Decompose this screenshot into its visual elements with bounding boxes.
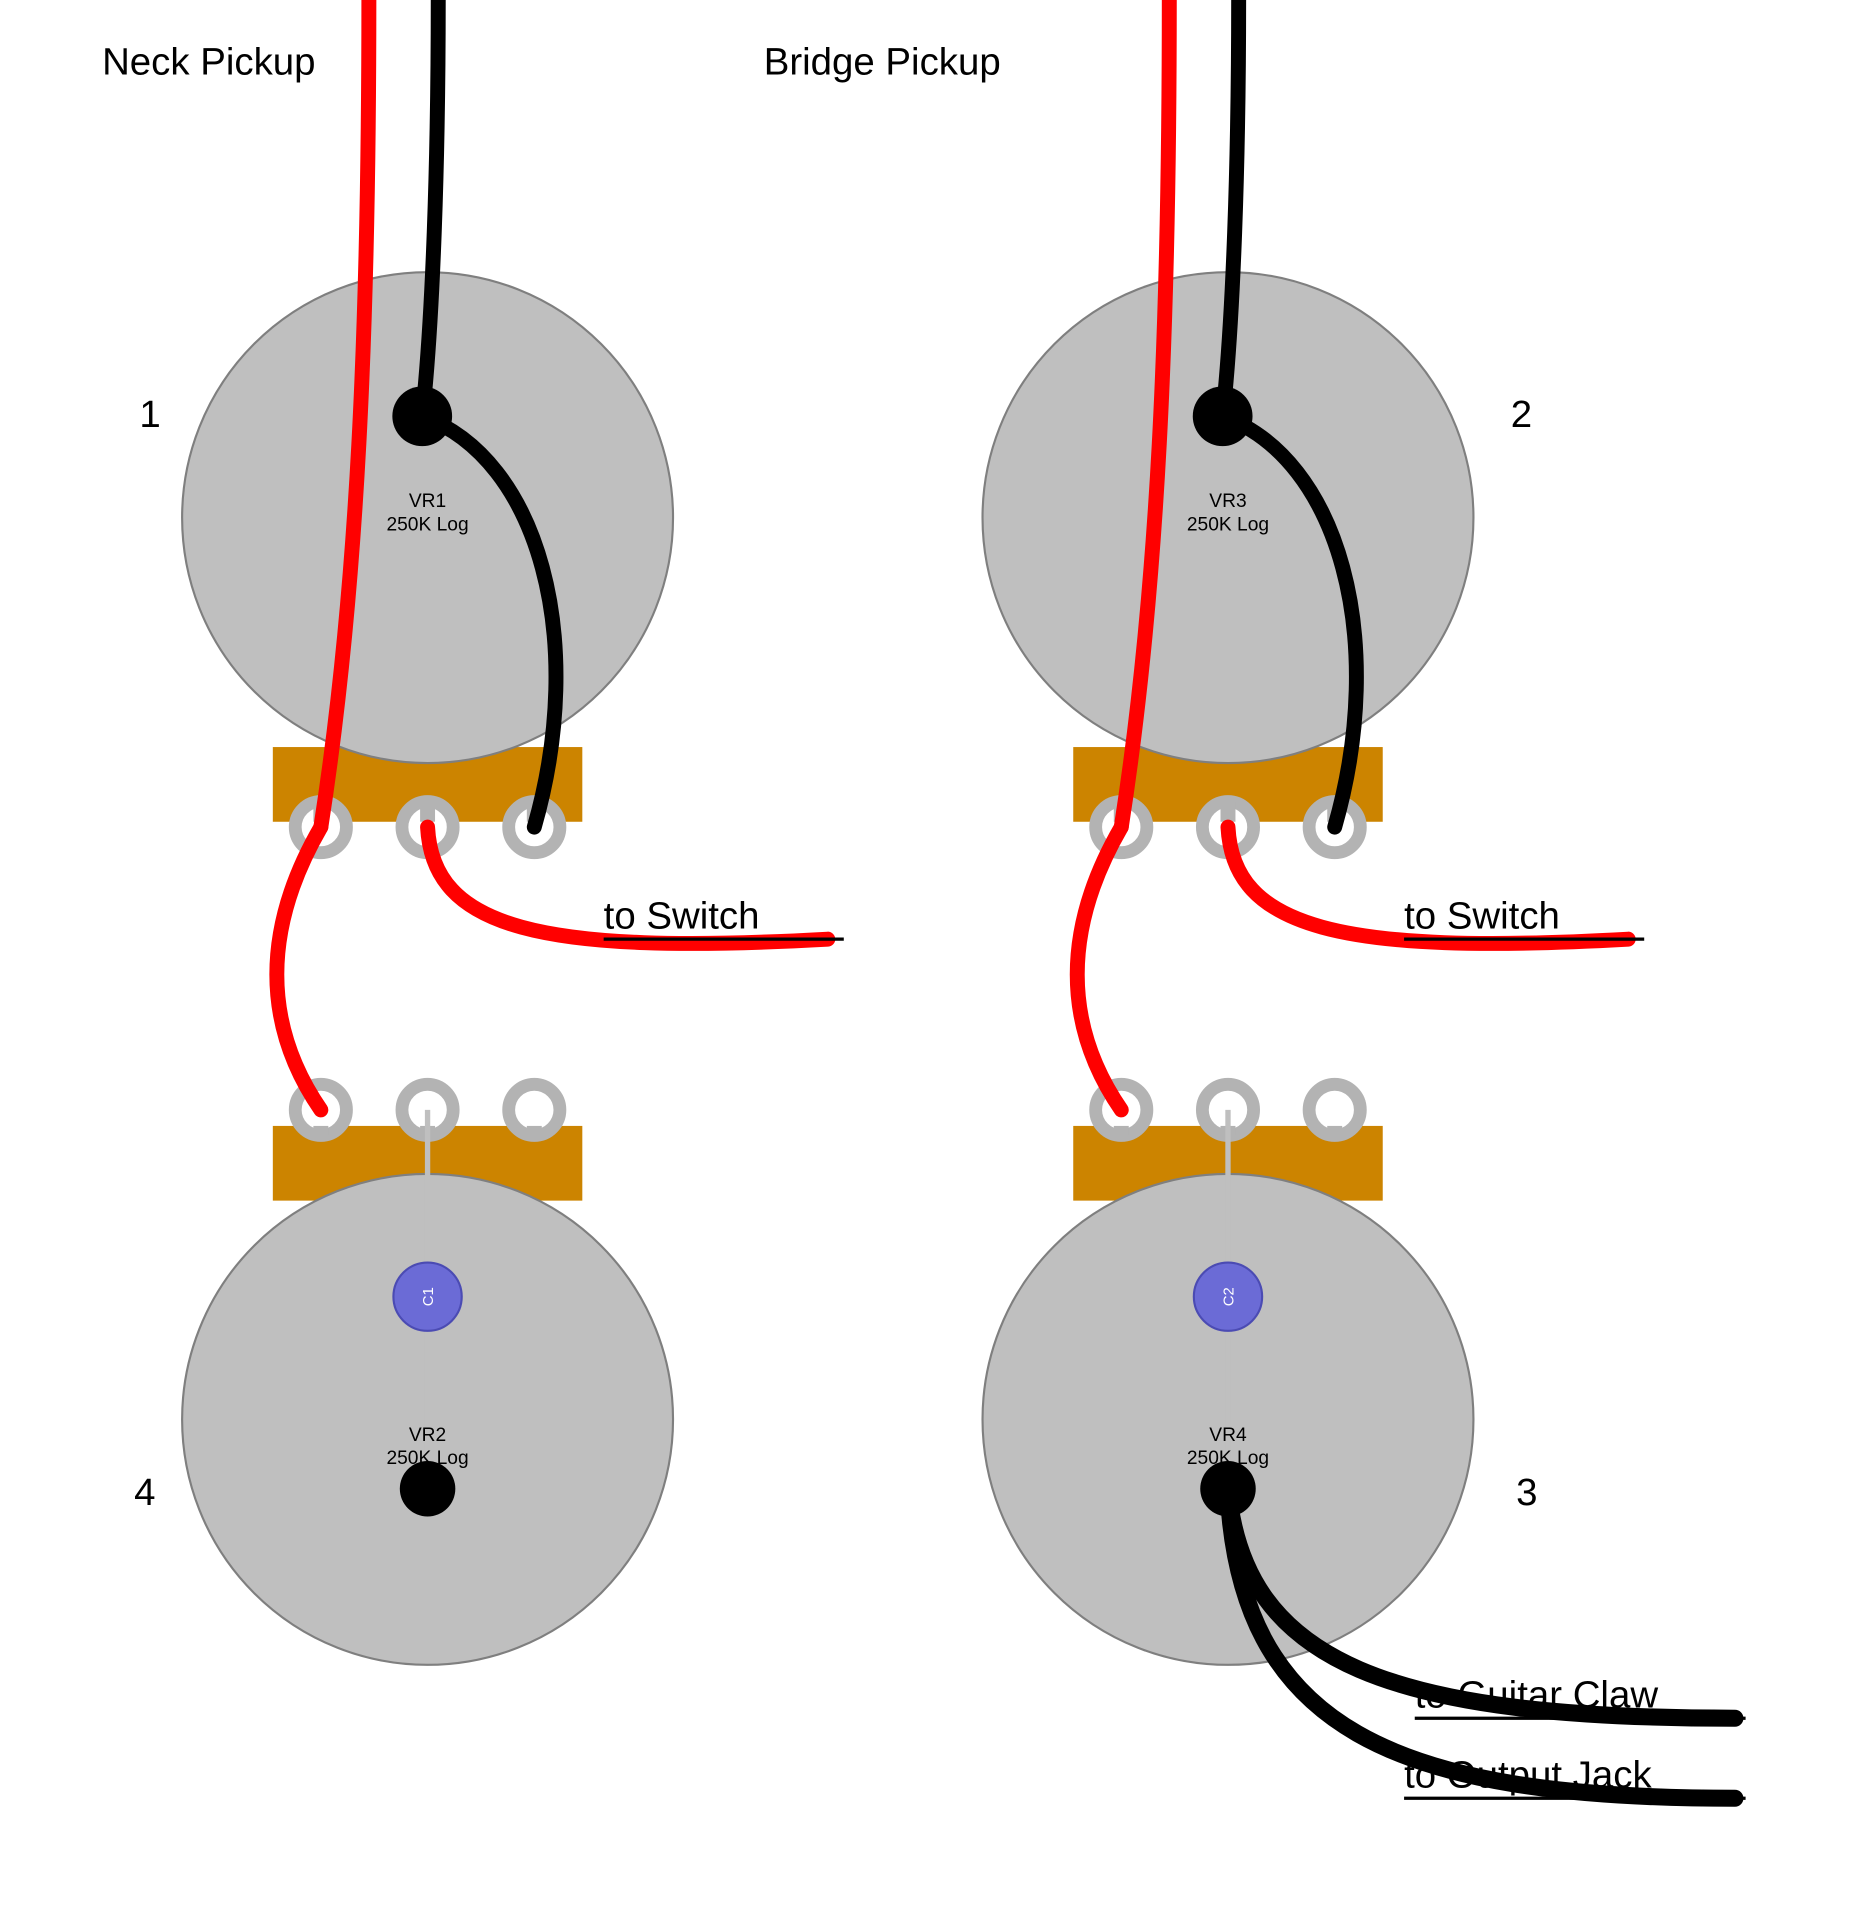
label-to-output-jack: to Output Jack	[1404, 1754, 1652, 1797]
pot-vr3-value: 250K Log	[1187, 514, 1269, 535]
solder-vr4_back	[1200, 1461, 1255, 1516]
label-to-guitar-claw: to Guitar Claw	[1415, 1674, 1659, 1717]
label-pot-3: 3	[1516, 1471, 1537, 1514]
label-pot-1: 1	[139, 393, 160, 436]
solder-vr3_back	[1193, 386, 1253, 446]
label-bridge-pickup: Bridge Pickup	[764, 41, 1001, 84]
pot-vr3-name: VR3	[1209, 491, 1246, 512]
label-to-switch-right: to Switch	[1404, 894, 1560, 937]
pot-vr1-value: 250K Log	[386, 514, 468, 535]
pot-vr2-value: 250K Log	[386, 1448, 468, 1469]
solder-vr2_back	[400, 1461, 455, 1516]
pot-vr4-value: 250K Log	[1187, 1448, 1269, 1469]
wiring-diagram: Neck Pickup Bridge Pickup 1 2 3 4 to Swi…	[0, 0, 1869, 1921]
label-neck-pickup: Neck Pickup	[102, 41, 315, 84]
pot-vr1-name: VR1	[409, 491, 446, 512]
capacitor-c2-label: C2	[1220, 1287, 1237, 1306]
label-to-switch-left: to Switch	[604, 894, 760, 937]
solder-vr1_back	[392, 386, 452, 446]
label-pot-2: 2	[1511, 393, 1532, 436]
capacitor-c1-label: C1	[420, 1287, 437, 1306]
pot-vr2-name: VR2	[409, 1425, 446, 1446]
wire-vr3_to_vr4	[1077, 827, 1121, 1110]
wire-vr1_to_vr2	[277, 827, 321, 1110]
label-pot-4: 4	[134, 1471, 155, 1514]
pot-vr4-name: VR4	[1209, 1425, 1247, 1446]
